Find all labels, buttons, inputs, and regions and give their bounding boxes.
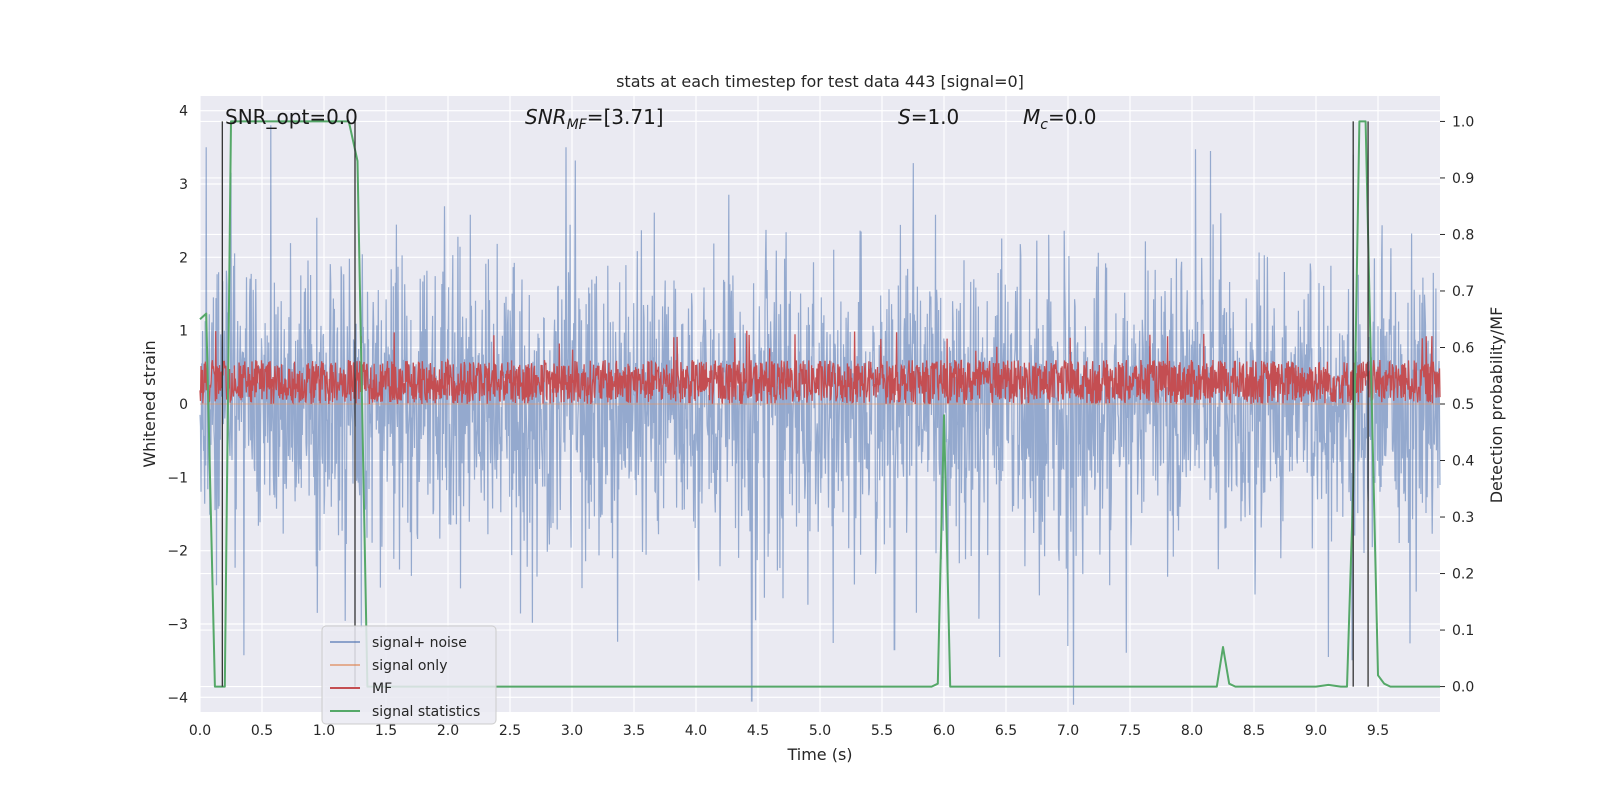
y2-tick-label: 0.1 bbox=[1452, 623, 1474, 639]
y-tick-label: 0 bbox=[179, 397, 188, 413]
x-tick-label: 1.0 bbox=[313, 723, 335, 739]
y2-tick-label: 0.9 bbox=[1452, 171, 1474, 187]
annotation-s-symbol: S bbox=[898, 105, 911, 129]
x-tick-label: 0.5 bbox=[251, 723, 273, 739]
legend-box bbox=[321, 625, 497, 725]
y2-tick-label: 1.0 bbox=[1452, 114, 1474, 130]
series-signal-statistics bbox=[199, 120, 1440, 688]
y-tick-label: 1 bbox=[179, 324, 188, 340]
annotation-s: S=1.0 bbox=[898, 105, 959, 129]
annotation-mc: Mc=0.0 bbox=[1023, 105, 1097, 133]
legend-item: MF bbox=[330, 681, 392, 697]
x-tick-label: 5.5 bbox=[871, 723, 893, 739]
y-tick-label: 4 bbox=[179, 104, 188, 120]
annotation-snr-mf-symbol: SNR bbox=[525, 105, 567, 129]
series-layer bbox=[199, 120, 1441, 705]
x-tick-label: 9.5 bbox=[1367, 723, 1389, 739]
legend-label: signal only bbox=[372, 658, 447, 674]
legend-item: signal only bbox=[330, 658, 447, 674]
chart-title: stats at each timestep for test data 443… bbox=[616, 72, 1024, 91]
y2-tick-label: 0.3 bbox=[1452, 510, 1474, 526]
y2-tick-label: 0.5 bbox=[1452, 397, 1474, 413]
annotation-snr-mf-subscript: MF bbox=[567, 117, 588, 133]
y2-tick-label: 0.6 bbox=[1452, 340, 1474, 356]
y-tick-label: −1 bbox=[167, 470, 188, 486]
x-tick-label: 2.5 bbox=[499, 723, 521, 739]
y-tick-label: 2 bbox=[179, 250, 188, 266]
y2-tick-label: 0.0 bbox=[1452, 680, 1474, 696]
y2-tick-label: 0.4 bbox=[1452, 454, 1474, 470]
x-tick-label: 3.5 bbox=[623, 723, 645, 739]
y-tick-label: 3 bbox=[179, 177, 188, 193]
y-tick-labels: 4 3 2 1 0 −1 −2 −3 −4 bbox=[167, 104, 188, 707]
x-tick-label: 7.5 bbox=[1119, 723, 1141, 739]
legend-items: signal+ noise signal only MF signal statist… bbox=[330, 635, 480, 720]
annotation-snr-mf: SNRMF=[3.71] bbox=[525, 105, 664, 133]
series-mf bbox=[199, 330, 1441, 405]
x-tick-labels: 0.0 0.5 1.0 1.5 2.0 2.5 3.0 3.5 4.0 4.5 5.0 5.5 6.0 6… bbox=[189, 723, 1389, 739]
x-tick-label: 7.0 bbox=[1057, 723, 1079, 739]
legend-label: signal+ noise bbox=[372, 635, 467, 651]
x-tick-label: 8.0 bbox=[1181, 723, 1203, 739]
chart-legend: signal+ noise signal only MF signal statist… bbox=[321, 625, 497, 725]
legend-item: signal+ noise bbox=[330, 635, 467, 651]
x-tick-label: 0.0 bbox=[189, 723, 211, 739]
x-tick-label: 6.0 bbox=[933, 723, 955, 739]
y-tick-label: −3 bbox=[167, 617, 188, 633]
x-tick-label: 4.5 bbox=[747, 723, 769, 739]
y-tick-label: −2 bbox=[167, 544, 188, 560]
x-tick-label: 6.5 bbox=[995, 723, 1017, 739]
annotation-mc-symbol: M bbox=[1023, 105, 1040, 129]
y2-tick-labels: 1.0 0.9 0.8 0.7 0.6 0.5 0.4 0.3 0.2 0.1 0.0 bbox=[1440, 114, 1474, 696]
legend-label: signal statistics bbox=[372, 704, 480, 720]
y2-tick-label: 0.7 bbox=[1452, 284, 1474, 300]
x-tick-label: 9.0 bbox=[1305, 723, 1327, 739]
y-tick-label: −4 bbox=[167, 690, 188, 706]
annotation-snr-mf-value: =[3.71] bbox=[587, 105, 664, 129]
annotation-mc-subscript: c bbox=[1040, 117, 1048, 133]
annotation-snr-opt: SNR_opt=0.0 bbox=[225, 105, 358, 129]
y-axis-label: Whitened strain bbox=[140, 340, 159, 467]
y2-tick-label: 0.2 bbox=[1452, 567, 1474, 583]
x-tick-label: 4.0 bbox=[685, 723, 707, 739]
x-tick-label: 1.5 bbox=[375, 723, 397, 739]
legend-item: signal statistics bbox=[330, 704, 480, 720]
annotation-s-value: =1.0 bbox=[911, 105, 960, 129]
x-tick-label: 3.0 bbox=[561, 723, 583, 739]
legend-label: MF bbox=[372, 681, 392, 697]
x-axis-label: Time (s) bbox=[786, 745, 852, 764]
annotation-mc-value: =0.0 bbox=[1048, 105, 1097, 129]
x-tick-label: 8.5 bbox=[1243, 723, 1265, 739]
y2-axis-label: Detection probability/MF bbox=[1487, 307, 1506, 504]
y2-tick-label: 0.8 bbox=[1452, 227, 1474, 243]
vline-layer bbox=[221, 121, 1369, 687]
x-tick-label: 2.0 bbox=[437, 723, 459, 739]
x-tick-label: 5.0 bbox=[809, 723, 831, 739]
series-signal-noise bbox=[199, 125, 1441, 705]
